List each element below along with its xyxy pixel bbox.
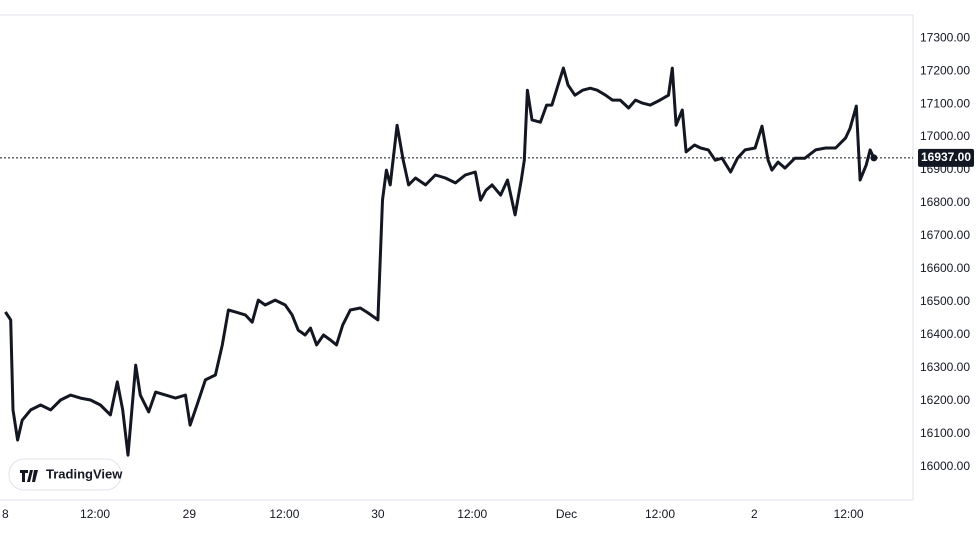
y-tick-label: 17300.00	[920, 30, 970, 44]
badge-text[interactable]: TradingView	[46, 466, 123, 481]
x-tick-label: 12:00	[645, 507, 675, 521]
branding-badge[interactable]: TradingView	[8, 458, 123, 491]
x-tick-label: 30	[371, 507, 385, 521]
y-tick-label: 17200.00	[920, 63, 970, 77]
x-tick-label: 12:00	[457, 507, 487, 521]
plot-area	[4, 66, 878, 457]
y-tick-label: 16400.00	[920, 327, 970, 341]
last-price-label: 16937.00	[921, 150, 971, 164]
badge-logo[interactable]	[20, 470, 38, 482]
x-tick-label: 8	[2, 507, 9, 521]
y-tick-label: 16000.00	[920, 459, 970, 473]
y-tick-label: 16600.00	[920, 261, 970, 275]
y-tick-label: 16800.00	[920, 195, 970, 209]
x-tick-label: 12:00	[80, 507, 110, 521]
y-tick-label: 16500.00	[920, 294, 970, 308]
y-tick-label: 16200.00	[920, 393, 970, 407]
y-tick-label: 17000.00	[920, 129, 970, 143]
x-tick-label: 29	[183, 507, 197, 521]
y-tick-label: 16700.00	[920, 228, 970, 242]
x-tick-label: Dec	[556, 507, 577, 521]
x-tick-label: 12:00	[269, 507, 299, 521]
last-price-box	[918, 148, 974, 167]
y-tick-label: 16100.00	[920, 426, 970, 440]
badge-bg[interactable]	[8, 458, 122, 491]
x-tick-label: 12:00	[834, 507, 864, 521]
price-line	[4, 66, 876, 457]
y-tick-label: 17100.00	[920, 96, 970, 110]
x-tick-label: 2	[751, 507, 758, 521]
y-tick-label: 16300.00	[920, 360, 970, 374]
